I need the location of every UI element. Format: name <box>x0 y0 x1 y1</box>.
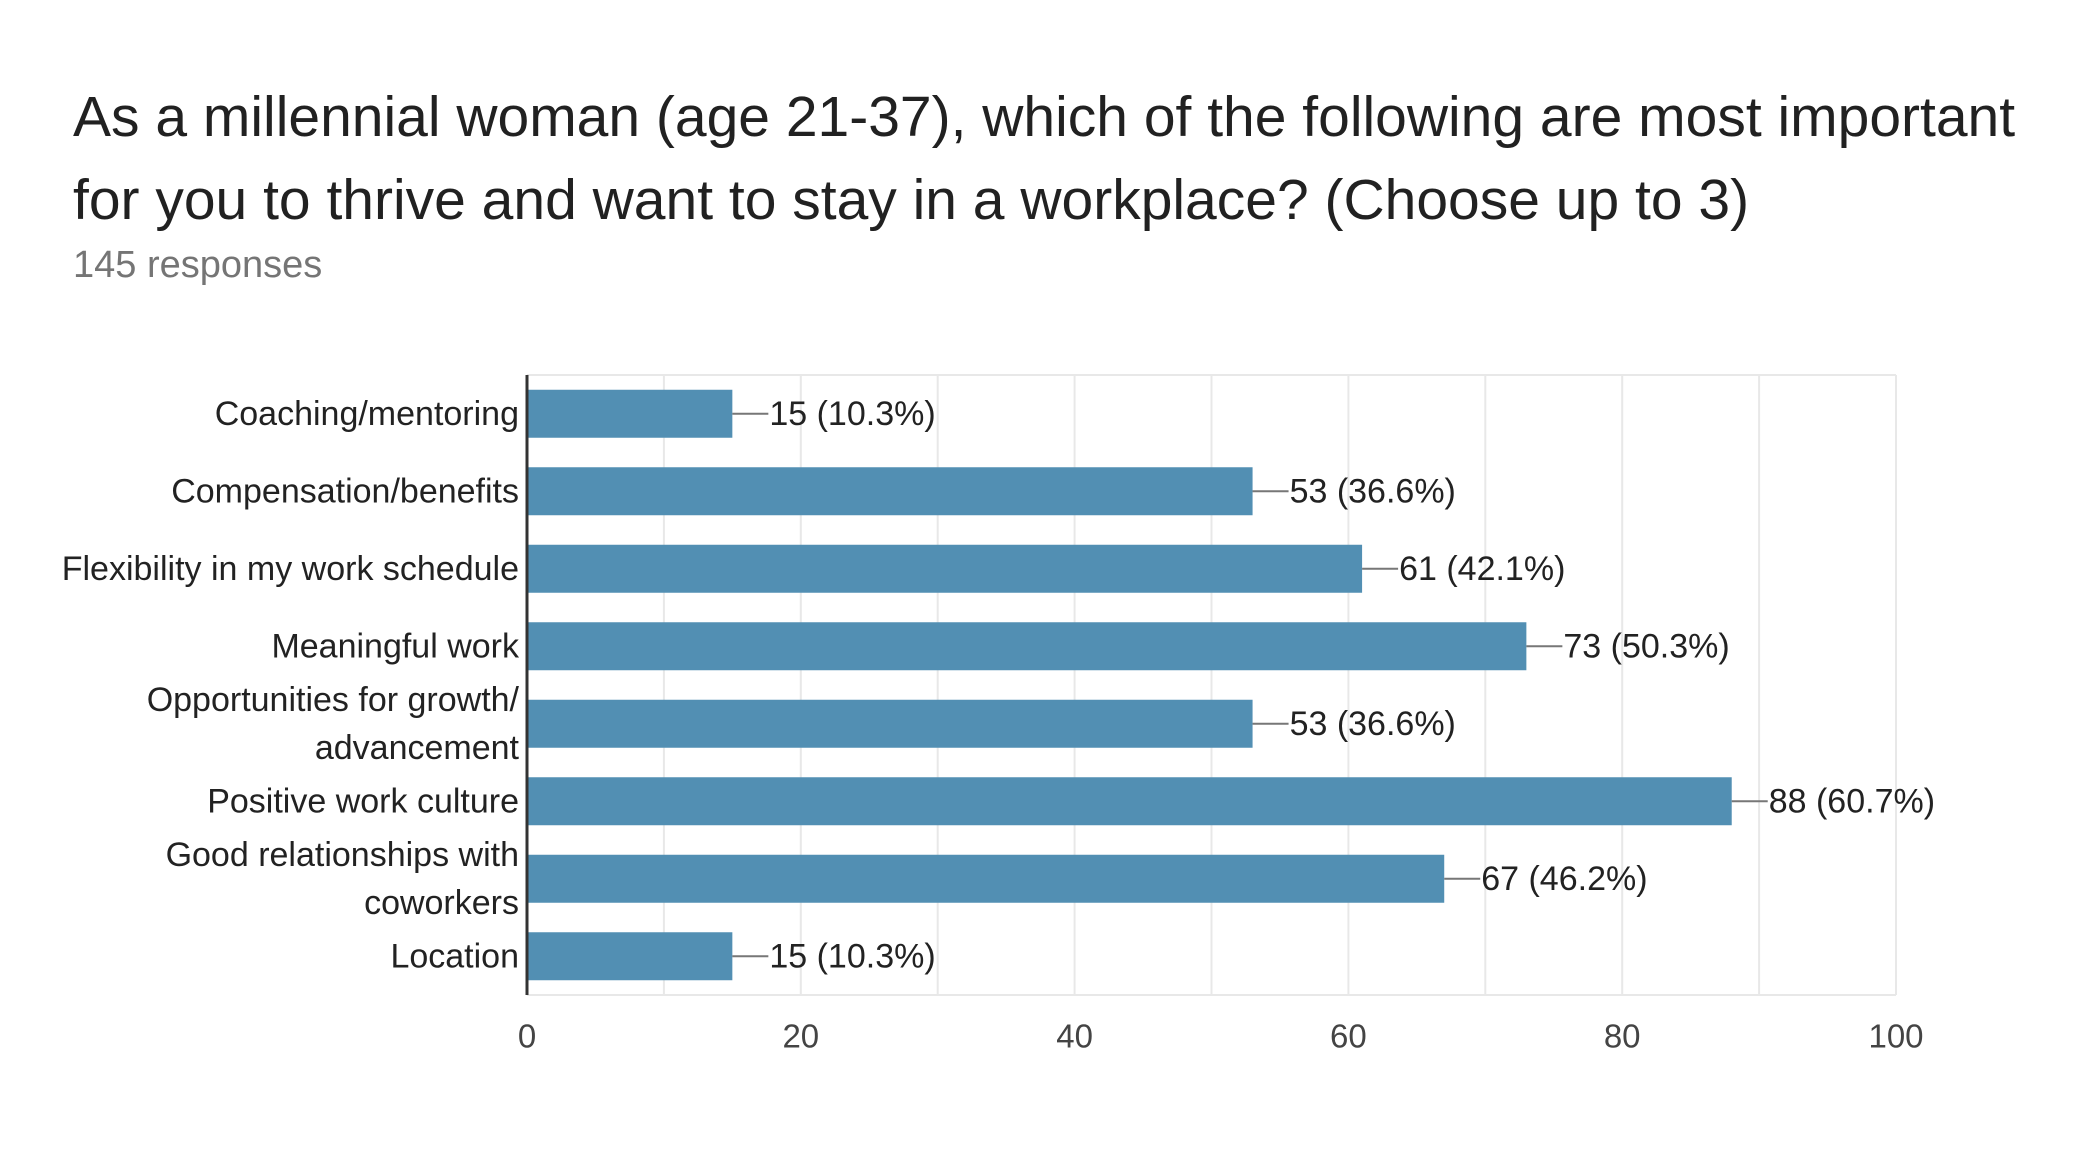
data-label: 73 (50.3%) <box>1563 627 1729 665</box>
bar <box>527 544 1363 593</box>
data-label: 53 (36.6%) <box>1290 472 1456 510</box>
response-count: 145 responses <box>73 244 323 286</box>
category-label: coworkers <box>364 884 519 922</box>
x-tick-label: 60 <box>1330 1018 1367 1055</box>
x-tick-label: 40 <box>1056 1018 1093 1055</box>
data-label: 88 (60.7%) <box>1769 782 1935 820</box>
category-label: Compensation/benefits <box>171 472 519 510</box>
data-label: 61 (42.1%) <box>1399 550 1565 588</box>
bar <box>527 622 1527 671</box>
x-tick-label: 100 <box>1868 1018 1923 1055</box>
category-label: advancement <box>315 729 520 767</box>
bar <box>527 389 733 438</box>
category-label: Good relationships with <box>166 836 519 874</box>
data-label: 67 (46.2%) <box>1481 860 1647 898</box>
category-label: Meaningful work <box>271 627 520 665</box>
bar <box>527 854 1445 903</box>
bar <box>527 777 1732 826</box>
category-label: Opportunities for growth/ <box>147 681 520 719</box>
data-label: 53 (36.6%) <box>1290 705 1456 743</box>
chart-title: As a millennial woman (age 21-37), which… <box>73 85 2016 232</box>
x-tick-label: 20 <box>782 1018 819 1055</box>
bar <box>527 932 733 981</box>
category-label: Flexibility in my work schedule <box>62 550 519 588</box>
data-label: 15 (10.3%) <box>769 395 935 433</box>
category-label: Location <box>390 937 519 975</box>
bar <box>527 467 1253 516</box>
x-tick-label: 80 <box>1604 1018 1641 1055</box>
category-label: Positive work culture <box>207 782 519 820</box>
x-tick-label: 0 <box>518 1018 536 1055</box>
category-label: Coaching/mentoring <box>215 395 519 433</box>
bar <box>527 699 1253 748</box>
data-label: 15 (10.3%) <box>769 937 935 975</box>
